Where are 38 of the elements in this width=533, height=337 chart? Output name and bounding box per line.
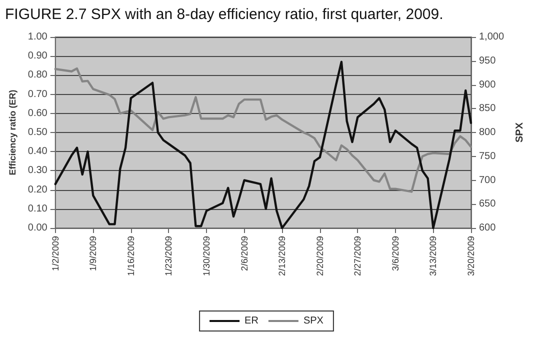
y-tick-label: 0.80 [28, 70, 48, 81]
y-tick-label: 0.50 [28, 127, 48, 138]
y2-tick-label: 600 [479, 222, 496, 234]
x-tick-label: 1/16/2009 [126, 236, 136, 276]
y-tick-label: 0.60 [28, 108, 48, 119]
legend-label: SPX [303, 316, 324, 326]
y-tick-label: 0.30 [28, 165, 48, 176]
y-tick-label: 0.90 [28, 50, 48, 62]
x-tick-label: 1/2/2009 [50, 236, 60, 272]
y-tick-label: 0.10 [28, 203, 48, 214]
y2-tick-label: 650 [479, 198, 496, 210]
y-axis-title: Efficiency ratio (ER) [8, 90, 18, 176]
y-tick-label: 0.70 [28, 88, 48, 100]
y-tick-label: 0.40 [28, 146, 48, 158]
y2-tick-label: 900 [479, 79, 496, 90]
x-tick-label: 2/6/2009 [239, 236, 250, 272]
x-tick-label: 2/20/2009 [314, 236, 325, 276]
y2-tick-label: 950 [479, 55, 496, 66]
x-tick-label: 3/20/2009 [466, 236, 476, 276]
legend-label: ER [244, 316, 258, 326]
x-tick-label: 2/13/2009 [277, 236, 288, 276]
x-tick-label: 2/27/2009 [352, 236, 363, 276]
x-tick-label: 1/30/2009 [202, 236, 212, 276]
y2-tick-label: 750 [479, 150, 496, 162]
line-series [54, 67, 472, 193]
x-tick-label: 1/9/2009 [88, 236, 98, 272]
y-tick-label: 1.00 [28, 32, 48, 42]
x-tick-label: 3/13/2009 [428, 236, 438, 276]
y2-tick-label: 800 [479, 127, 496, 138]
y2-tick-label: 1,000 [479, 32, 504, 42]
y-tick-label: 0.00 [28, 222, 48, 234]
y2-tick-label: 850 [479, 103, 496, 114]
y2-tick-label: 700 [479, 174, 496, 186]
chart-title: FIGURE 2.7 SPX with an 8-day efficiency ratio, first quarter, 2009. [5, 6, 444, 23]
y2-axis-title: SPX [514, 122, 526, 143]
x-tick-label: 3/6/2009 [390, 236, 400, 272]
y-tick-label: 0.20 [28, 184, 48, 196]
x-tick-label: 1/23/2009 [164, 236, 174, 276]
